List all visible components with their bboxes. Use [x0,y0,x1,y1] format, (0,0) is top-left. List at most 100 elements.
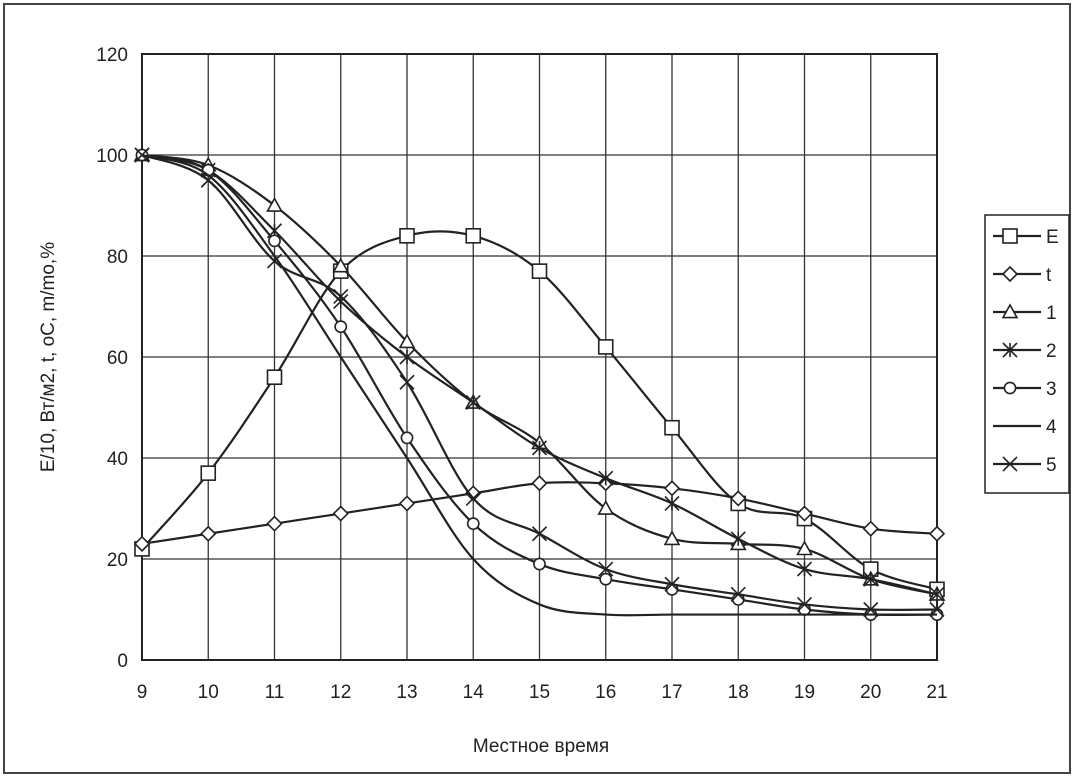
marker-circle [599,572,613,586]
marker-diamond [332,505,349,522]
legend-label: t [1046,265,1052,286]
marker-diamond [730,490,747,507]
marker-x [333,288,349,304]
marker-diamond [1001,265,1019,283]
x-tick-label: 12 [330,682,351,703]
y-tick-label: 60 [107,348,128,369]
y-axis-tick-labels: 0 20 40 60 80 100 120 [96,45,128,672]
marker-square [664,419,680,436]
marker-diamond [200,525,217,542]
y-axis-title: E/10, Вт/м2, t, оС, m/mo,% [38,242,59,472]
marker-x [531,526,548,542]
marker-square [531,263,548,279]
marker-x [134,147,150,163]
legend-label: E [1046,227,1059,248]
legend-entry: 2 [993,341,1057,362]
marker-triangle [332,257,350,273]
marker-star [863,571,879,587]
x-tick-label: 18 [728,682,749,703]
legend-entry: E [993,227,1059,248]
marker-star [598,470,614,486]
x-tick-label: 21 [926,682,947,703]
marker-x [266,253,283,269]
x-tick-label: 13 [396,682,417,703]
marker-circle [533,557,546,571]
series-t [133,475,946,552]
x-tick-label: 15 [529,682,550,703]
marker-triangle [398,333,416,349]
marker-star [796,561,813,577]
legend-label: 4 [1046,417,1057,438]
legend-entry: 1 [993,303,1057,324]
marker-x [929,601,945,618]
chart-frame [3,3,1071,774]
legend-label: 3 [1046,379,1057,400]
y-tick-label: 80 [107,247,128,268]
marker-circle [268,234,281,248]
x-axis-tick-labels: 9 10 11 12 13 14 15 16 17 18 19 20 21 [137,682,948,703]
marker-star [730,531,746,547]
marker-x [200,172,216,188]
series-5 [134,147,945,618]
marker-x [1002,456,1018,472]
legend-label: 1 [1046,303,1057,324]
marker-triangle [1001,303,1019,319]
marker-star [399,349,415,365]
legend-entry: 5 [993,455,1057,476]
legend-entry: t [993,265,1052,286]
marker-square [465,228,482,244]
marker-star [929,586,945,602]
marker-circle [1003,381,1017,395]
x-tick-label: 20 [860,682,881,703]
x-tick-label: 19 [794,682,815,703]
legend-entry: 3 [993,379,1057,400]
marker-diamond [266,515,283,532]
marker-triangle [597,499,615,515]
series-4 [141,153,937,617]
legend-box [984,214,1070,494]
marker-diamond [398,495,416,512]
x-tick-label: 17 [661,682,682,703]
marker-x [598,561,614,577]
marker-diamond [133,535,151,552]
marker-diamond [663,480,681,497]
marker-x [399,374,415,390]
y-tick-label: 100 [96,146,128,167]
marker-diamond [928,525,946,542]
marker-triangle [663,530,681,546]
marker-x [796,596,813,613]
marker-square [200,465,217,481]
legend-label: 2 [1046,341,1057,362]
plot-area-border [141,53,938,661]
marker-diamond [796,505,813,522]
x-tick-label: 10 [198,682,219,703]
legend-label: 5 [1046,455,1057,476]
x-tick-label: 16 [595,682,616,703]
marker-circle [466,517,480,531]
marker-square [597,339,614,355]
marker-triangle [796,540,813,556]
y-tick-label: 40 [107,449,128,470]
x-axis-title: Местное время [473,736,609,757]
marker-circle [400,431,414,445]
y-tick-label: 120 [96,45,128,66]
marker-x [730,586,746,602]
marker-triangle [266,196,283,212]
marker-circle [334,320,348,334]
legend-entry: 4 [993,417,1057,438]
marker-x [664,576,680,592]
marker-diamond [531,475,548,492]
x-tick-label: 11 [265,682,285,703]
marker-square [1002,228,1018,244]
marker-x [863,601,879,618]
marker-x [465,490,481,506]
marker-diamond [862,520,879,537]
marker-square [266,369,283,386]
x-tick-label: 9 [137,682,148,703]
legend: Et 1 2 3 4 5 [984,214,1070,494]
y-tick-label: 20 [107,550,128,571]
y-tick-label: 0 [117,651,128,672]
